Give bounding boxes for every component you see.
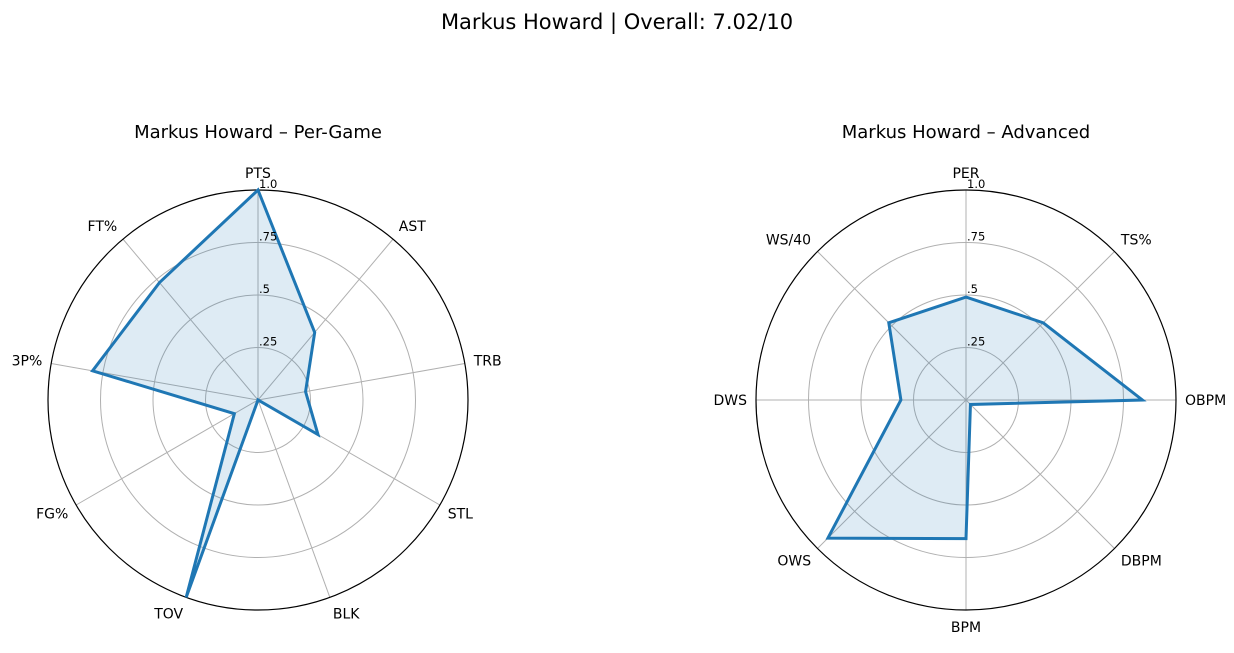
- advanced-axis-label: WS/40: [766, 233, 811, 249]
- advanced-data-area: [827, 297, 1143, 539]
- advanced-axis-label: BPM: [951, 620, 981, 636]
- per-game-rtick-label: .75: [259, 230, 277, 244]
- per-game-axis-label: PTS: [245, 166, 271, 182]
- per-game-axis-label: FT%: [88, 219, 118, 235]
- per-game-data-line: [90, 187, 321, 598]
- figure-title: Markus Howard | Overall: 7.02/10: [441, 10, 793, 35]
- advanced-rtick-label: .25: [967, 335, 985, 349]
- advanced-rtick-label: .5: [967, 282, 978, 296]
- advanced-spoke-ws40: [817, 251, 967, 401]
- radar-advanced-title: Markus Howard – Advanced: [842, 122, 1091, 143]
- per-game-spoke-ft: [122, 238, 259, 401]
- per-game-axis-label: FG%: [36, 507, 68, 523]
- advanced-axis-label: PER: [952, 166, 979, 182]
- per-game-spoke-trb: [257, 363, 465, 401]
- advanced-spoke-ows: [817, 399, 967, 549]
- per-game-spoke-ast: [257, 238, 394, 401]
- advanced-axis-label: TS%: [1120, 233, 1152, 249]
- advanced-axis-label: DWS: [713, 393, 747, 409]
- per-game-axis-label: BLK: [333, 606, 360, 622]
- per-game-axis-label: STL: [448, 507, 473, 523]
- advanced-axis-label: DBPM: [1121, 554, 1162, 570]
- per-game-rtick-label: .5: [259, 282, 270, 296]
- per-game-spoke-fg: [75, 399, 259, 506]
- advanced-outer-spine: [755, 189, 1177, 611]
- advanced-spoke-dbpm: [965, 399, 1115, 549]
- advanced-rtick-label: .75: [967, 230, 985, 244]
- advanced-rtick-label: 1.0: [967, 177, 985, 191]
- per-game-rtick-label: .25: [259, 335, 277, 349]
- advanced-spoke-ts: [965, 251, 1115, 401]
- per-game-spoke-3p: [51, 363, 259, 401]
- per-game-axis-label: 3P%: [12, 354, 43, 370]
- per-game-axis-label: AST: [399, 219, 426, 235]
- per-game-rtick-label: 1.0: [259, 177, 277, 191]
- per-game-data-area: [92, 190, 319, 598]
- advanced-axis-label: OWS: [777, 554, 811, 570]
- per-game-axis-label: TOV: [153, 606, 183, 622]
- radar-per-game-title: Markus Howard – Per-Game: [134, 122, 382, 143]
- per-game-axis-label: TRB: [473, 354, 502, 370]
- per-game-spoke-blk: [257, 399, 331, 598]
- advanced-axis-label: OBPM: [1185, 393, 1226, 409]
